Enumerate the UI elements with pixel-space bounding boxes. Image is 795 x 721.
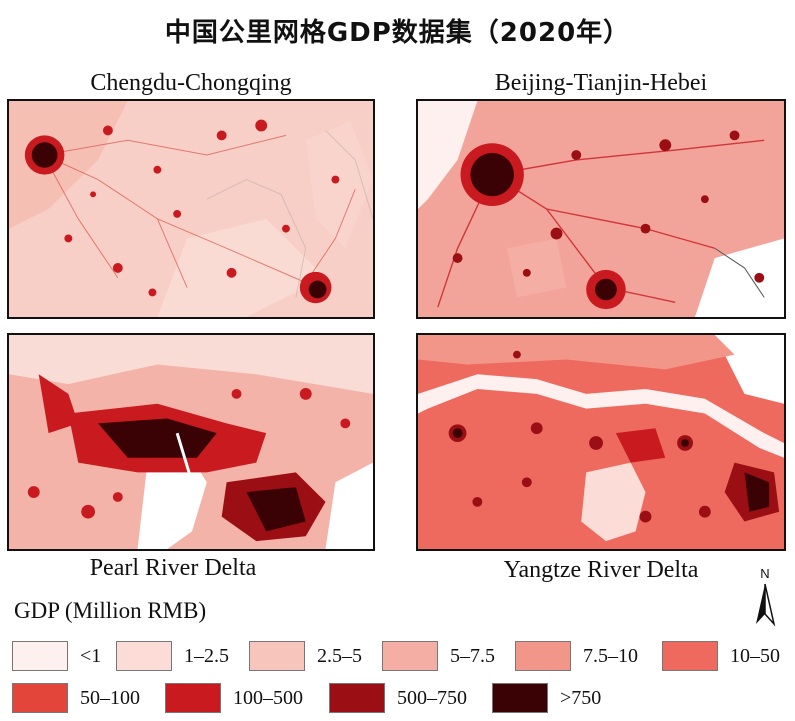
map-yangtze-river-delta (416, 333, 786, 551)
panel-label-yangtze-river-delta: Yangtze River Delta (503, 557, 699, 583)
north-arrow: N (748, 566, 782, 628)
legend-label: 100–500 (233, 687, 303, 709)
legend-swatch (515, 641, 571, 671)
legend-label: 7.5–10 (583, 645, 638, 667)
map-pearl-river-delta (7, 333, 375, 551)
north-label: N (760, 566, 770, 581)
legend-label: <1 (80, 645, 102, 667)
figure-title: 中国公里网格GDP数据集（2020年） (164, 18, 631, 48)
legend-swatch (492, 683, 548, 713)
legend-label: >750 (560, 687, 602, 709)
legend-swatch (116, 641, 172, 671)
panel-label-chengdu-chongqing: Chengdu-Chongqing (90, 70, 292, 96)
legend-label: 5–7.5 (450, 645, 495, 667)
legend-label: 2.5–5 (317, 645, 362, 667)
legend: <1 1–2.5 2.5–5 5–7.5 7.5–10 10–50 50–100… (12, 641, 792, 713)
map-beijing-tianjin-hebei (416, 99, 786, 319)
legend-swatch (662, 641, 718, 671)
map-chengdu-chongqing (7, 99, 375, 319)
north-arrow-icon (756, 583, 776, 627)
legend-swatch (382, 641, 438, 671)
legend-swatch (165, 683, 221, 713)
legend-swatch (329, 683, 385, 713)
legend-label: 500–750 (397, 687, 467, 709)
legend-label: 1–2.5 (184, 645, 229, 667)
legend-swatch (12, 683, 68, 713)
panel-label-pearl-river-delta: Pearl River Delta (89, 555, 257, 581)
legend-title: GDP (Million RMB) (14, 598, 207, 623)
legend-label: 50–100 (80, 687, 140, 709)
legend-swatch (249, 641, 305, 671)
legend-label: 10–50 (730, 645, 780, 667)
panel-label-beijing-tianjin-hebei: Beijing-Tianjin-Hebei (494, 70, 708, 96)
legend-swatch (12, 641, 68, 671)
